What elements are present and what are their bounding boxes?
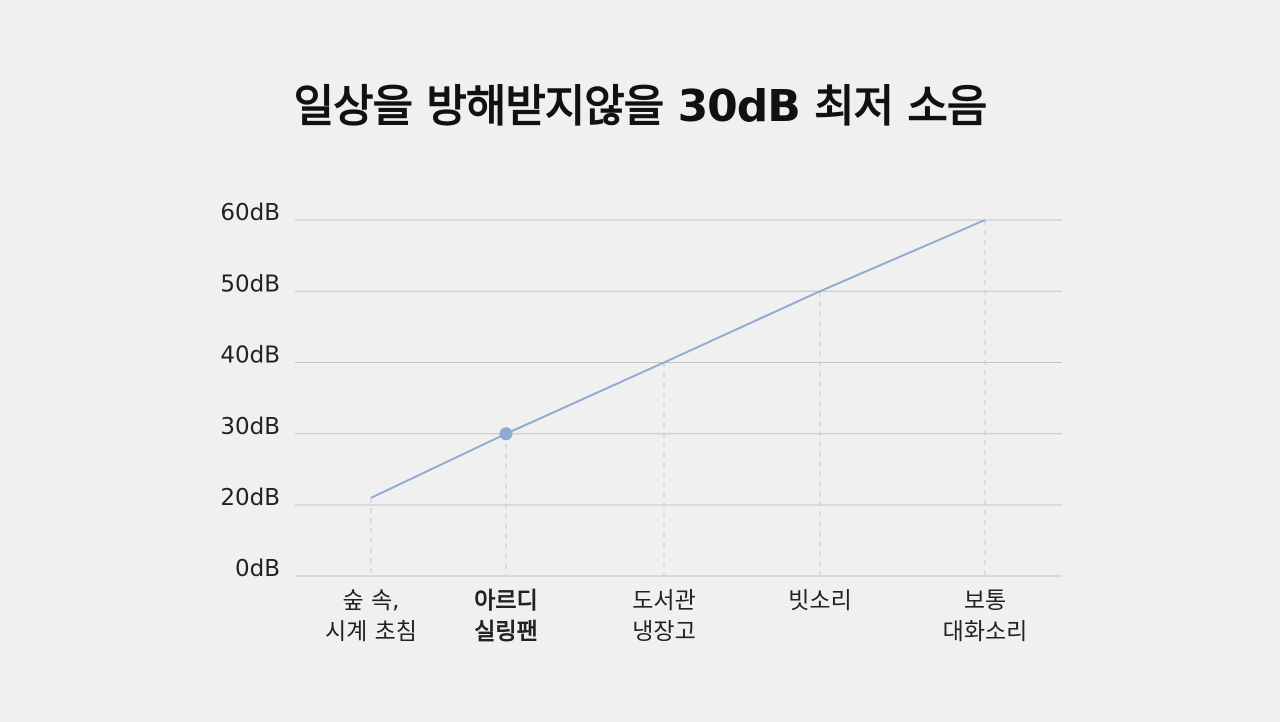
y-tick-label: 20dB <box>220 485 280 511</box>
y-tick-label: 50dB <box>220 271 280 297</box>
x-tick-label-line: 아르디 <box>474 588 537 614</box>
x-tick-label: 빗소리 <box>788 588 851 614</box>
y-axis-ticks: 0dB 20dB 30dB 40dB 50dB 60dB <box>220 200 280 582</box>
y-tick-label: 40dB <box>220 343 280 369</box>
y-tick-label: 30dB <box>220 414 280 440</box>
series-line <box>370 219 986 499</box>
x-tick-label-line: 대화소리 <box>943 619 1028 645</box>
points <box>499 427 513 441</box>
y-tick-label: 60dB <box>220 200 280 226</box>
x-tick-label-line: 빗소리 <box>788 588 851 614</box>
x-tick-label-line: 냉장고 <box>632 619 695 645</box>
x-tick-label-line: 숲 속, <box>343 588 400 614</box>
x-tick-label-line: 도서관 <box>632 588 695 614</box>
gridlines <box>295 219 1062 577</box>
x-tick-label-line: 실링팬 <box>474 619 537 645</box>
guide-lines <box>370 220 986 576</box>
x-tick-label: 숲 속, 시계 초침 <box>325 588 417 645</box>
x-tick-label-line: 보통 <box>964 588 1006 614</box>
y-tick-label: 0dB <box>235 556 280 582</box>
series-line-group <box>370 219 986 499</box>
x-tick-label-line: 시계 초침 <box>325 619 417 645</box>
chart-title: 일상을 방해받지않을 30dB 최저 소음 <box>293 81 988 132</box>
highlight-point <box>499 427 513 441</box>
